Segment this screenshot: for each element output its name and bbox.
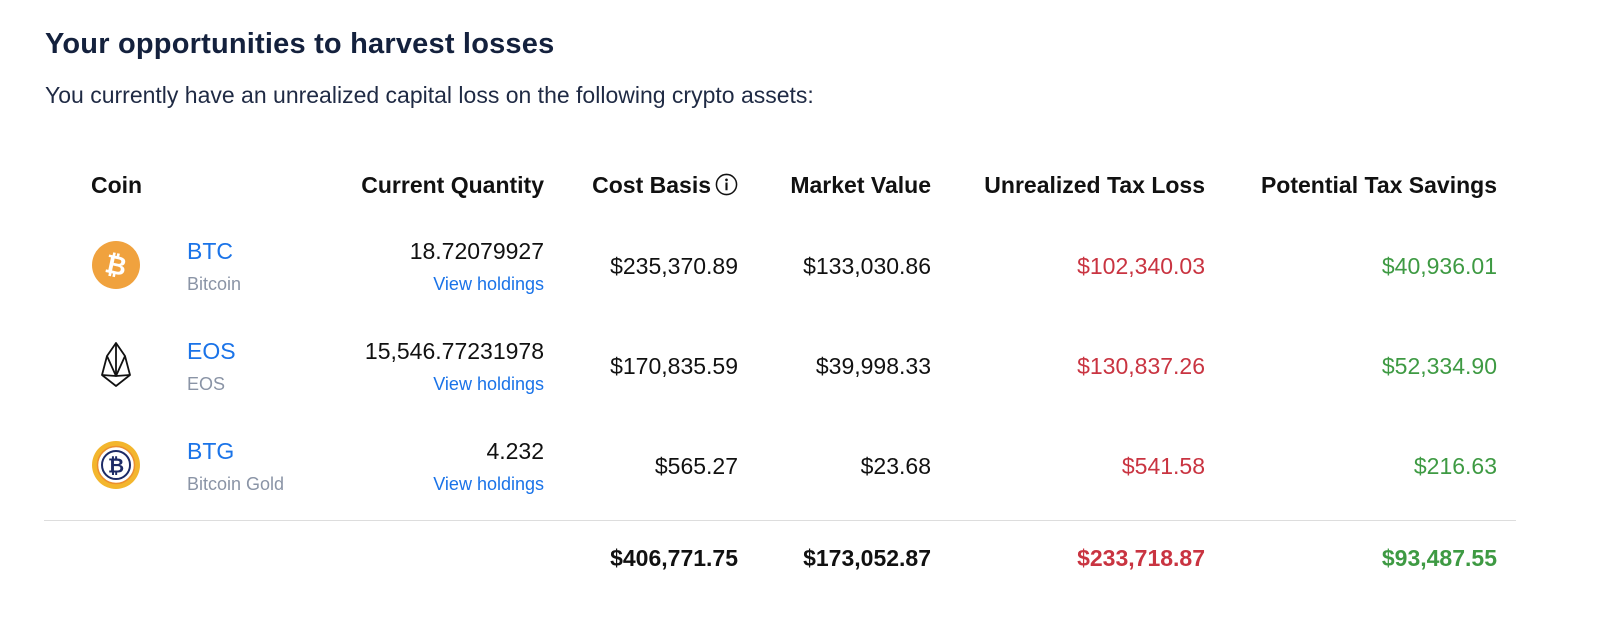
unrealized-tax-loss-value: $102,340.03 bbox=[1077, 253, 1205, 279]
eos-icon bbox=[91, 340, 141, 390]
totals-row: $406,771.75 $173,052.87 $233,718.87 $93,… bbox=[44, 521, 1516, 601]
coin-name: Bitcoin bbox=[187, 274, 242, 294]
current-quantity: 15,546.77231978 bbox=[364, 338, 544, 364]
potential-tax-savings-value: $40,936.01 bbox=[1381, 253, 1497, 279]
bitcoin-gold-icon: ₿ bbox=[91, 440, 141, 490]
cost-basis-label: Cost Basis bbox=[592, 172, 711, 198]
coin-name: Bitcoin Gold bbox=[187, 474, 285, 494]
table-row: ₿ BTG Bitcoin Gold 4.232 View holdings $… bbox=[44, 420, 1516, 520]
current-quantity: 18.72079927 bbox=[409, 238, 544, 264]
column-header-coin: Coin bbox=[91, 172, 143, 198]
table-row: ₿ BTC Bitcoin 18.72079927 View holdings … bbox=[44, 220, 1516, 320]
coin-name: EOS bbox=[187, 374, 226, 394]
view-holdings-link[interactable]: View holdings bbox=[433, 274, 544, 294]
page-title: Your opportunities to harvest losses bbox=[45, 28, 555, 60]
market-value: $39,998.33 bbox=[815, 353, 931, 379]
table-row: EOS EOS 15,546.77231978 View holdings $1… bbox=[44, 320, 1516, 420]
unrealized-tax-loss-value: $130,837.26 bbox=[1077, 353, 1205, 379]
cost-basis-value: $565.27 bbox=[654, 453, 738, 479]
column-header-potential-tax-savings: Potential Tax Savings bbox=[1260, 172, 1497, 198]
view-holdings-link[interactable]: View holdings bbox=[433, 374, 544, 394]
potential-tax-savings-value: $52,334.90 bbox=[1381, 353, 1497, 379]
column-header-current-quantity: Current Quantity bbox=[361, 172, 544, 198]
current-quantity: 4.232 bbox=[486, 438, 544, 464]
cost-basis-value: $235,370.89 bbox=[610, 253, 738, 279]
total-unrealized-tax-loss: $233,718.87 bbox=[1077, 545, 1205, 571]
unrealized-tax-loss-value: $541.58 bbox=[1121, 453, 1205, 479]
table-divider bbox=[44, 520, 1516, 521]
page-description: You currently have an unrealized capital… bbox=[45, 82, 814, 108]
svg-text:₿: ₿ bbox=[108, 454, 124, 478]
total-market-value: $173,052.87 bbox=[803, 545, 931, 571]
bitcoin-icon: ₿ bbox=[91, 240, 141, 290]
coin-symbol-link[interactable]: EOS bbox=[187, 338, 236, 364]
market-value: $23.68 bbox=[860, 453, 931, 479]
coin-symbol-link[interactable]: BTG bbox=[187, 438, 235, 464]
column-header-market-value: Market Value bbox=[790, 172, 931, 198]
total-cost-basis: $406,771.75 bbox=[610, 545, 738, 571]
view-holdings-link[interactable]: View holdings bbox=[433, 474, 544, 494]
market-value: $133,030.86 bbox=[803, 253, 931, 279]
total-potential-tax-savings: $93,487.55 bbox=[1381, 545, 1497, 571]
column-header-unrealized-tax-loss: Unrealized Tax Loss bbox=[984, 172, 1205, 198]
potential-tax-savings-value: $216.63 bbox=[1413, 453, 1497, 479]
coin-symbol-link[interactable]: BTC bbox=[187, 238, 233, 264]
column-header-cost-basis: Cost Basis bbox=[592, 172, 738, 202]
table-header: Coin Current Quantity Cost Basis Market … bbox=[44, 150, 1516, 220]
cost-basis-value: $170,835.59 bbox=[610, 353, 738, 379]
info-icon[interactable] bbox=[715, 173, 738, 202]
